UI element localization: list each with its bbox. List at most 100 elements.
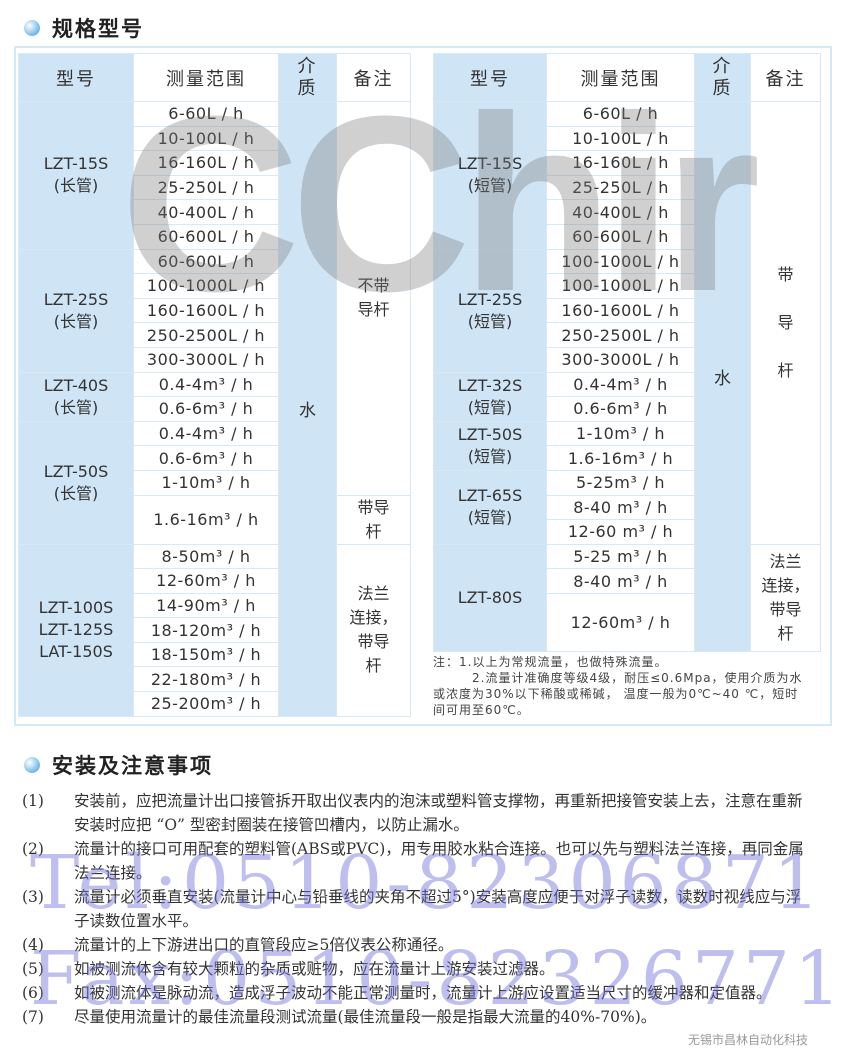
instruction-number: (7) [22, 1008, 44, 1026]
instruction-item: (5) 如被测流体含有较大颗粒的杂质或赃物，应在流量计上游安装过滤器。 [22, 957, 812, 981]
model-cell: LZT-100S LZT-125S LAT-150S [18, 543, 134, 717]
range-cell: 18-150m³ / h [133, 641, 279, 668]
instruction-item: (1) 安装前，应把流量计出口接管拆开取出仪表内的泡沫或塑料管支撑物，再重新把接管… [22, 789, 812, 837]
range-cell: 60-600L / h [133, 223, 279, 250]
range-cell: 14-90m³ / h [133, 592, 279, 619]
table-row: 25-250L / h [434, 174, 821, 201]
range-cell: 100-1000L / h [546, 273, 695, 299]
table-row: 12-60 m³ / h [434, 519, 821, 545]
instruction-list: (1) 安装前，应把流量计出口接管拆开取出仪表内的泡沫或塑料管支撑物，再重新把接管… [22, 789, 812, 1029]
table-row: 10-100L / h [19, 125, 411, 152]
medium-cell: 水 [278, 101, 337, 717]
table-row: 0.6-6m³ / h [19, 396, 411, 422]
table-row: LZT-15S (长管) 6-60L / h 水不带 导杆 [18, 101, 411, 717]
table-row: 1.6-16m³ / h 带导 杆 [19, 494, 411, 545]
instruction-text: 流量计必须垂直安装(流量计中心与铅垂线的夹角不超过5°)安装高度应便于对浮子读数… [74, 888, 802, 930]
header-row: 型号 测量范围介质备注 [433, 53, 821, 102]
range-cell: 0.6-6m³ / h [133, 396, 279, 422]
table-row: 100-1000L / h [434, 273, 821, 299]
range-cell: 5-25m³ / h [546, 469, 695, 496]
table-row: 100-1000L / h [19, 273, 411, 299]
model-name: LZT-25S [43, 289, 109, 309]
range-cell: 12-60 m³ / h [546, 519, 695, 545]
range-cell: 100-1000L / h [133, 273, 279, 299]
note-line: 注：1.以上为常规流量，也做特殊流量。 [433, 655, 668, 669]
section-title-text: 安装及注意事项 [52, 754, 213, 778]
model-cell: LZT-25S (长管) [18, 248, 134, 373]
spec-table-long-tube: 型号 测量范围介质备注 LZT-15S (长管) 6-60L / h 水不带 导杆 10-1… [18, 53, 411, 717]
section-title-text: 规格型号 [52, 17, 144, 41]
bullet-ball-icon [24, 757, 40, 773]
model-cell: LZT-50S (长管) [18, 420, 134, 545]
table-row: 40-400L / h [434, 199, 821, 225]
model-subtype: (长管) [53, 397, 99, 417]
range-cell: 6-60L / h [133, 101, 279, 127]
range-cell: 25-250L / h [133, 174, 279, 201]
range-cell: 10-100L / h [546, 125, 695, 152]
model-name: LZT-50S [457, 424, 523, 444]
range-cell: 60-600L / h [133, 248, 279, 275]
table-row: 0.6-6m³ / h [19, 445, 411, 471]
model-name: LZT-50S [43, 461, 109, 481]
instruction-text: 如被测流体是脉动流，造成浮子波动不能正常测量时，流量计上游应设置适当尺寸的缓冲器… [74, 984, 772, 1002]
model-subtype: (长管) [53, 176, 99, 196]
range-cell: 160-1600L / h [546, 297, 695, 324]
table-row: 18-120m³ / h [19, 617, 411, 643]
range-cell: 100-1000L / h [546, 248, 695, 275]
instruction-text: 尽量使用流量计的最佳流量段测试流量(最佳流量段一般是指最大流量的40%-70%)… [74, 1008, 657, 1026]
table-row: 8-40 m³ / h [434, 568, 821, 594]
range-cell: 0.6-6m³ / h [133, 445, 279, 471]
table-row: 16-160L / h [434, 150, 821, 176]
section-title-installation: 安装及注意事项 [24, 750, 213, 780]
range-cell: 25-200m³ / h [133, 691, 279, 717]
model-name: LZT-15S [43, 154, 109, 174]
range-cell: 12-60m³ / h [546, 592, 695, 652]
range-cell: 300-3000L / h [546, 346, 695, 373]
instruction-item: (3) 流量计必须垂直安装(流量计中心与铅垂线的夹角不超过5°)安装高度应便于对浮… [22, 885, 812, 933]
instruction-item: (7) 尽量使用流量计的最佳流量段测试流量(最佳流量段一般是指最大流量的40%-7… [22, 1005, 812, 1029]
notes: 注：1.以上为常规流量，也做特殊流量。 2.流量计准确度等级4级，耐压≤0.6M… [433, 654, 803, 718]
header-range: 测量范围 [133, 53, 279, 102]
range-cell: 1-10m³ / h [546, 420, 695, 447]
range-cell: 8-50m³ / h [133, 543, 279, 570]
instruction-number: (5) [22, 960, 44, 978]
instruction-text: 如被测流体含有较大颗粒的杂质或赃物，应在流量计上游安装过滤器。 [74, 960, 555, 978]
note-line: 2.流量计准确度等级4级，耐压≤0.6Mpa，使用介质为水或浓度为30%以下稀酸… [433, 671, 803, 717]
table-row: 1.6-16m³ / h [434, 445, 821, 471]
table-row: 60-600L / h [19, 223, 411, 250]
model-subtype: (短管) [467, 508, 513, 528]
range-cell: 1.6-16m³ / h [546, 445, 695, 471]
range-cell: 16-160L / h [546, 150, 695, 176]
header-medium: 介质 [278, 53, 337, 102]
model-cell: LZT-32S (短管) [433, 371, 547, 422]
remark-cell: 带导 杆 [336, 494, 411, 545]
header-model: 型号 [433, 53, 547, 102]
model-name: LAT-150S [39, 642, 113, 662]
header-medium-1: 介 [297, 55, 318, 77]
range-cell: 25-250L / h [546, 174, 695, 201]
model-name: LZT-65S [457, 486, 523, 506]
table-row: LZT-80S 5-25 m³ / h 法兰 连接， 带导 杆 [433, 543, 821, 652]
table-row: 40-400L / h [19, 199, 411, 225]
model-name: LZT-32S [457, 375, 523, 395]
range-cell: 0.4-4m³ / h [133, 420, 279, 447]
header-medium-1: 介 [712, 55, 733, 77]
table-row: 250-2500L / h [434, 322, 821, 348]
model-subtype: (短管) [467, 446, 513, 466]
range-cell: 1.6-16m³ / h [133, 494, 279, 545]
table-row: 16-160L / h [19, 150, 411, 176]
table-row: 22-180m³ / h [19, 666, 411, 693]
model-cell: LZT-25S (短管) [433, 248, 547, 373]
model-name: LZT-100S [38, 598, 114, 618]
table-row: 10-100L / h [434, 125, 821, 152]
table-row: LZT-50S (短管) 1-10m³ / h [433, 420, 821, 471]
header-model: 型号 [18, 53, 134, 102]
table-row: LZT-100S LZT-125S LAT-150S 8-50m³ / h 法兰 连接，… [18, 543, 411, 717]
header-remark: 备注 [750, 53, 821, 102]
model-cell: LZT-15S (长管) [18, 101, 134, 250]
range-cell: 10-100L / h [133, 125, 279, 152]
range-cell: 250-2500L / h [546, 322, 695, 348]
header-medium-2: 质 [712, 77, 733, 99]
range-cell: 250-2500L / h [133, 322, 279, 348]
